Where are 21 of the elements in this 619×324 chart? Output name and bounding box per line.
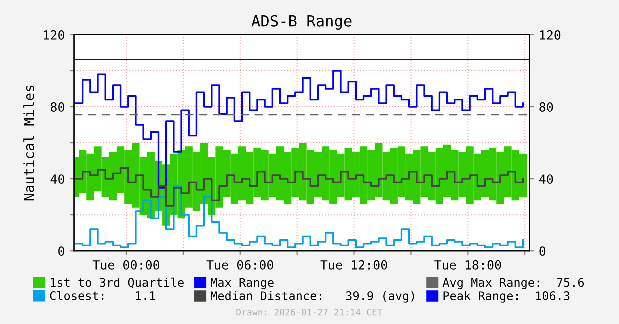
x-tick-label: Tue 12:00 xyxy=(320,260,388,270)
legend-label: Avg Max Range: 75.6 xyxy=(442,278,584,290)
y-axis-title: Nautical Miles xyxy=(24,86,34,201)
y2-tick-label: 80 xyxy=(540,102,554,112)
legend-label: Median Distance: 39.9 (avg) xyxy=(211,291,414,303)
text: Drawn: 2026-01-27 21:14 CET xyxy=(236,308,383,316)
y-tick-label: 120 xyxy=(44,30,64,40)
legend-label: 1st to 3rd Quartile xyxy=(50,278,184,289)
y2-tick-label: 40 xyxy=(540,174,554,184)
x-tick-label: Tue 18:00 xyxy=(434,260,502,270)
y2-tick-label: 0 xyxy=(540,246,546,256)
y2-tick-label: 120 xyxy=(540,30,561,40)
y-tick-label: 40 xyxy=(50,174,64,184)
legend-label: Peak Range: 106.3 xyxy=(444,291,570,303)
legend-label: Closest: 1.1 xyxy=(50,291,156,300)
y-tick-label: 80 xyxy=(51,102,64,112)
legend-label: Max Range xyxy=(211,278,274,290)
x-tick-label: Tue 06:00 xyxy=(206,260,274,270)
y-tick-label: 0 xyxy=(58,246,64,256)
x-tick-label: Tue 00:00 xyxy=(92,260,160,270)
chart-title: ADS-B Range xyxy=(252,15,352,30)
